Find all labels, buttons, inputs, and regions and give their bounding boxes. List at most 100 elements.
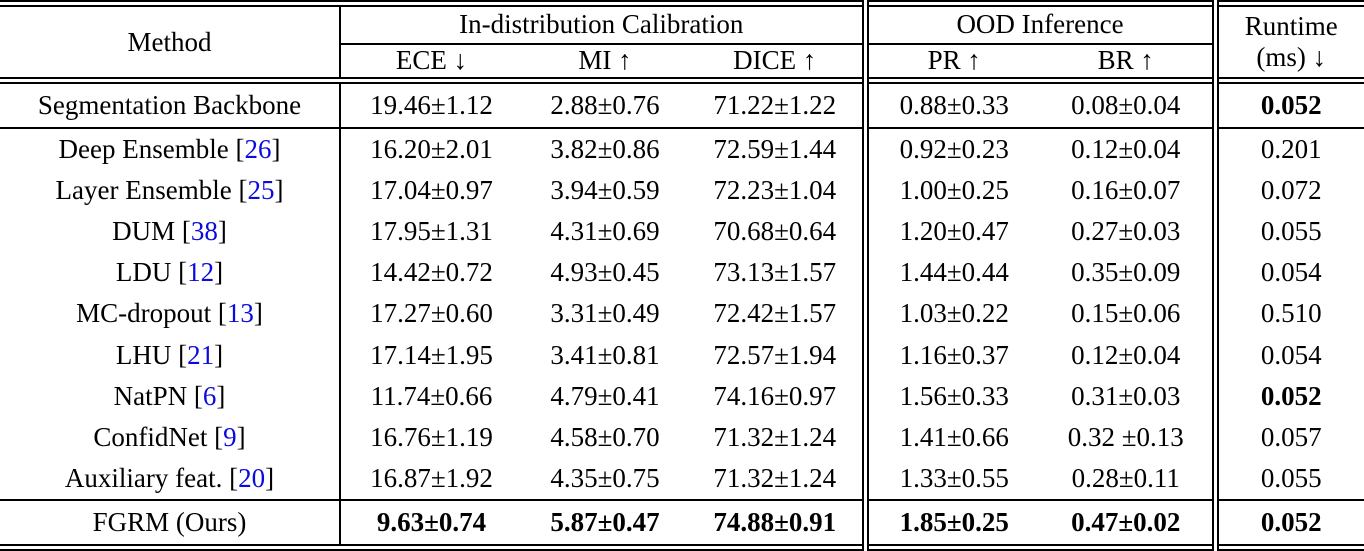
citation: [20]: [222, 463, 274, 493]
method-cell: DUM [38]: [0, 211, 341, 253]
dice-cell: 72.57±1.94: [688, 334, 869, 376]
citation: [25]: [232, 175, 284, 206]
dice-cell: 71.22±1.22: [688, 80, 869, 128]
dice-cell: 73.13±1.57: [688, 252, 869, 294]
dice-cell: 71.32±1.24: [688, 457, 869, 501]
pr-cell: 1.41±0.66: [899, 421, 1009, 452]
method-cell: Auxiliary feat. [20]: [0, 457, 341, 501]
method-cell: MC-dropout [13]: [0, 293, 341, 335]
col-header-method: Method: [0, 3, 341, 81]
table-row: LHU [21] 17.14±1.95 3.41±0.81 72.57±1.94…: [0, 334, 1364, 376]
mi-cell: 4.31±0.69: [550, 216, 660, 247]
mi-cell: 3.94±0.59: [550, 175, 660, 206]
mi-cell: 5.87±0.47: [550, 507, 660, 538]
br-cell: 0.28±0.11: [1040, 457, 1219, 501]
dice-cell: 70.68±0.64: [688, 211, 869, 253]
mi-cell: 3.41±0.81: [550, 339, 660, 370]
method-cell: Segmentation Backbone: [0, 80, 341, 128]
citation-link[interactable]: 25: [247, 175, 275, 206]
mi-cell: 2.88±0.76: [550, 89, 660, 120]
runtime-cell: 0.055: [1260, 463, 1322, 494]
citation: [12]: [171, 257, 223, 287]
runtime-cell: 0.057: [1260, 421, 1322, 452]
mi-cell: 4.35±0.75: [550, 463, 660, 494]
open-bracket: [: [238, 175, 248, 206]
method-label: LDU: [115, 257, 172, 288]
col-header-br: BR ↑: [1040, 43, 1219, 81]
close-bracket: ]: [214, 257, 224, 288]
col-header-ece: ECE ↓: [395, 45, 468, 76]
runtime-header-line1: Runtime: [1244, 10, 1338, 41]
table-row: Layer Ensemble [25] 17.04±0.97 3.94±0.59…: [0, 170, 1364, 212]
mi-cell: 3.31±0.49: [550, 298, 660, 329]
table-row: LDU [12] 14.42±0.72 4.93±0.45 73.13±1.57…: [0, 252, 1364, 294]
method-label: FGRM (Ours): [92, 507, 247, 538]
br-cell: 0.35±0.09: [1040, 252, 1219, 294]
citation-link[interactable]: 12: [187, 257, 215, 288]
table-row: Deep Ensemble [26] 16.20±2.01 3.82±0.86 …: [0, 127, 1364, 171]
ece-cell: 17.04±0.97: [370, 175, 493, 206]
citation-link[interactable]: 13: [226, 298, 254, 329]
method-label: Layer Ensemble: [55, 175, 232, 206]
pr-cell: 1.44±0.44: [899, 257, 1009, 288]
close-bracket: ]: [253, 298, 263, 329]
method-cell: Deep Ensemble [26]: [0, 127, 341, 171]
close-bracket: ]: [236, 421, 246, 452]
table-row: FGRM (Ours) 9.63±0.74 5.87±0.47 74.88±0.…: [0, 500, 1364, 548]
citation-link[interactable]: 21: [187, 339, 215, 370]
br-cell: 0.16±0.07: [1040, 170, 1219, 212]
pr-cell: 1.56±0.33: [899, 380, 1009, 411]
table-row: NatPN [6] 11.74±0.66 4.79±0.41 74.16±0.9…: [0, 375, 1364, 417]
col-group-ood-inference: OOD Inference: [865, 3, 1219, 45]
br-cell: 0.31±0.03: [1040, 375, 1219, 417]
table-row: Auxiliary feat. [20] 16.87±1.92 4.35±0.7…: [0, 457, 1364, 501]
br-cell: 0.12±0.04: [1040, 127, 1219, 171]
close-bracket: ]: [265, 463, 275, 494]
method-cell: Layer Ensemble [25]: [0, 170, 341, 212]
br-cell: 0.08±0.04: [1040, 80, 1219, 128]
table-row: MC-dropout [13] 17.27±0.60 3.31±0.49 72.…: [0, 293, 1364, 335]
open-bracket: [: [235, 133, 245, 164]
pr-cell: 1.85±0.25: [899, 507, 1009, 538]
table-row: ConfidNet [9] 16.76±1.19 4.58±0.70 71.32…: [0, 416, 1364, 458]
citation-link[interactable]: 38: [190, 216, 218, 247]
ece-cell: 9.63±0.74: [376, 507, 487, 538]
br-cell: 0.32 ±0.13: [1040, 416, 1219, 458]
citation-link[interactable]: 9: [223, 421, 237, 452]
runtime-cell: 0.052: [1260, 507, 1322, 538]
runtime-cell: 0.072: [1260, 175, 1322, 206]
ece-cell: 16.87±1.92: [370, 463, 493, 494]
open-bracket: [: [229, 463, 239, 494]
citation-link[interactable]: 6: [202, 380, 217, 411]
col-header-runtime: Runtime (ms) ↓: [1215, 4, 1364, 81]
group-header-row: Method In-distribution Calibration OOD I…: [0, 3, 1364, 81]
runtime-cell: 0.201: [1260, 133, 1322, 164]
col-group-in-distribution-calibration: In-distribution Calibration: [340, 3, 869, 45]
ece-cell: 14.42±0.72: [370, 257, 493, 288]
mi-cell: 3.82±0.86: [550, 133, 660, 164]
table-row: Segmentation Backbone 19.46±1.12 2.88±0.…: [0, 80, 1364, 128]
method-label: DUM: [112, 216, 176, 247]
runtime-cell: 0.055: [1260, 216, 1322, 247]
citation-link[interactable]: 26: [244, 133, 272, 164]
pr-cell: 1.16±0.37: [899, 339, 1009, 370]
open-bracket: [: [214, 421, 224, 452]
table-header: Method In-distribution Calibration OOD I…: [0, 3, 1364, 81]
br-cell: 0.47±0.02: [1040, 500, 1219, 548]
citation-link[interactable]: 20: [238, 463, 266, 494]
citation: [9]: [207, 421, 246, 452]
citation: [13]: [211, 298, 263, 328]
open-bracket: [: [178, 339, 188, 370]
citation: [38]: [175, 216, 227, 246]
ece-cell: 17.14±1.95: [370, 339, 493, 370]
close-bracket: ]: [274, 175, 284, 206]
pr-cell: 1.20±0.47: [899, 216, 1009, 247]
sub-header-row: ECE ↓ MI ↑ DICE ↑ PR ↑ BR ↑: [0, 43, 1364, 81]
method-label: Segmentation Backbone: [37, 89, 302, 120]
col-header-mi: MI ↑: [578, 45, 632, 76]
citation: [26]: [229, 133, 281, 164]
close-bracket: ]: [271, 133, 281, 164]
br-cell: 0.15±0.06: [1040, 293, 1219, 335]
close-bracket: ]: [216, 380, 226, 411]
method-label: ConfidNet: [93, 421, 208, 452]
